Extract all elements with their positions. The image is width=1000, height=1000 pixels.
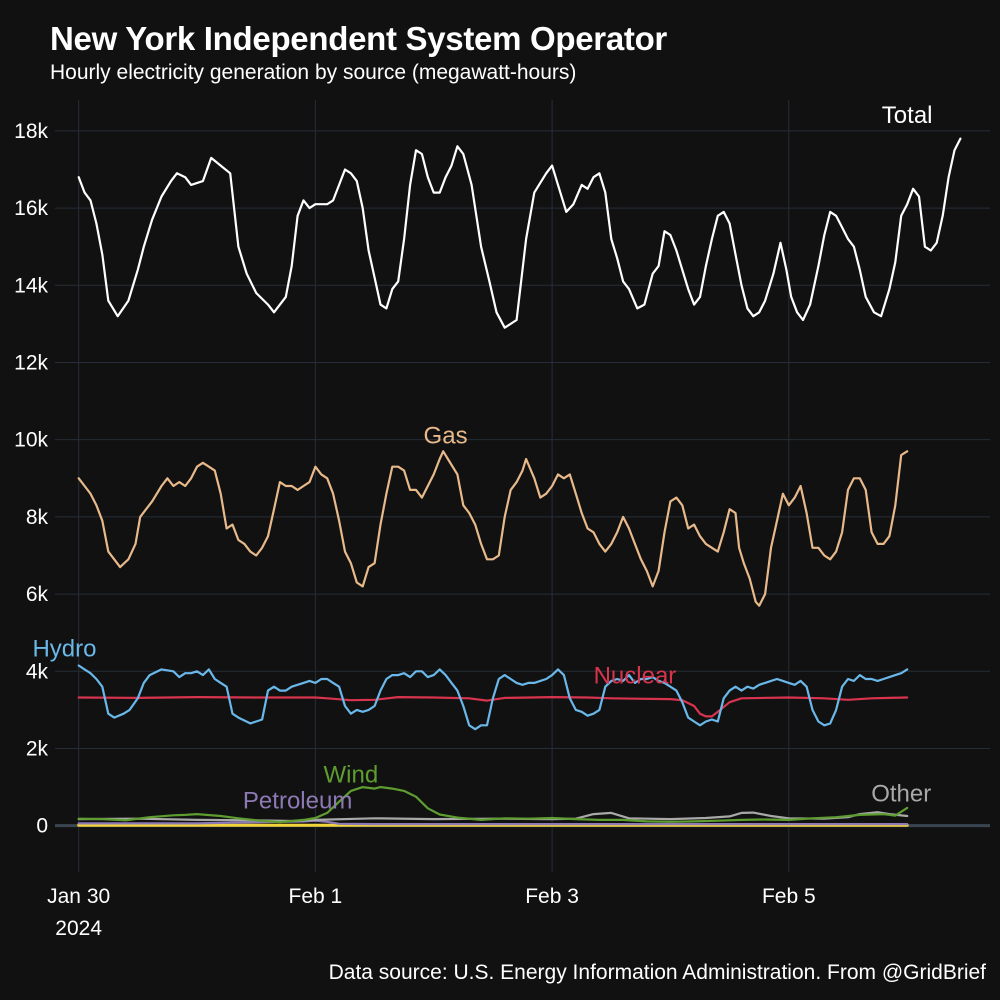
x-tick-label: Feb 1 — [289, 885, 343, 908]
y-tick-label: 10k — [14, 429, 48, 452]
series-labels: Total Gas Hydro Nuclear Wind Other Petroleum — [32, 102, 932, 814]
chart-title: New York Independent System Operator — [50, 20, 667, 57]
series-label-petroleum: Petroleum — [243, 787, 352, 814]
chart-subtitle: Hourly electricity generation by source … — [50, 61, 577, 84]
x-tick-sublabel: 2024 — [55, 917, 102, 940]
series-line-wind — [77, 786, 909, 824]
y-tick-label: 4k — [26, 660, 49, 683]
y-tick-label: 12k — [14, 351, 48, 374]
data-source-note: Data source: U.S. Energy Information Adm… — [328, 961, 986, 984]
series-line-total — [77, 137, 962, 329]
axis-labels: 0 2k 4k 6k 8k 10k 12k 14k 16k 18k Jan 30 2024 Feb 1 F… — [14, 120, 816, 940]
y-tick-label: 18k — [14, 120, 48, 143]
series-line-nuclear — [77, 696, 909, 718]
x-tick-label: Jan 30 — [47, 885, 110, 908]
series-label-nuclear: Nuclear — [594, 663, 677, 690]
x-tick-label: Feb 3 — [525, 885, 579, 908]
series-lines — [77, 137, 962, 827]
series-label-hydro: Hydro — [32, 636, 96, 663]
y-tick-label: 8k — [26, 506, 49, 529]
series-label-wind: Wind — [324, 761, 379, 788]
y-tick-label: 16k — [14, 197, 48, 220]
series-label-gas: Gas — [424, 423, 468, 450]
y-tick-label: 2k — [26, 737, 49, 760]
y-tick-label: 6k — [26, 583, 49, 606]
series-line-hydro — [77, 664, 909, 731]
x-tick-label: Feb 5 — [762, 885, 816, 908]
y-tick-label: 14k — [14, 274, 48, 297]
y-tick-label: 0 — [36, 815, 48, 838]
series-line-gas — [77, 450, 909, 607]
series-label-other: Other — [871, 781, 931, 808]
series-label-total: Total — [882, 102, 933, 129]
series-line-petroleum — [77, 819, 909, 826]
